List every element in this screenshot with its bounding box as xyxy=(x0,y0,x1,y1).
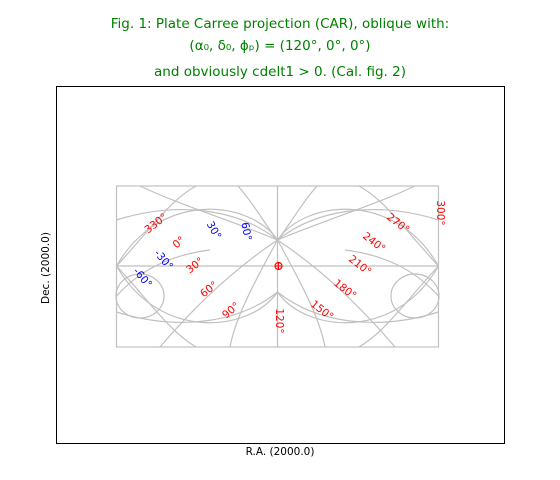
grid-curve xyxy=(115,208,278,267)
grid-curve xyxy=(116,265,197,348)
grid-curve xyxy=(358,265,439,348)
grid-curve xyxy=(277,208,440,267)
title-line-2: (α₀, δ₀, ϕₚ) = (120°, 0°, 0°) xyxy=(189,38,371,54)
grid-curve xyxy=(277,185,318,241)
graticule xyxy=(115,185,440,348)
grid-curve xyxy=(116,249,211,297)
projection-center-marker xyxy=(274,261,283,271)
longitude-label: 30° xyxy=(184,255,206,276)
longitude-label: 330° xyxy=(142,211,169,236)
grid-curve xyxy=(115,265,278,324)
grid-loop xyxy=(115,273,165,319)
grid-curve xyxy=(237,185,278,241)
longitude-label: 240° xyxy=(360,230,387,255)
axes-frame xyxy=(56,86,505,444)
grid-curve xyxy=(277,265,440,324)
grid-curve xyxy=(116,208,278,241)
grid-loop xyxy=(390,273,440,319)
latitude-label: 60° xyxy=(238,221,253,241)
longitude-label: 300° xyxy=(434,200,446,225)
longitude-label: 0° xyxy=(171,234,188,251)
grid-curve xyxy=(159,239,278,348)
grid-curve xyxy=(277,239,396,348)
longitude-label: 120° xyxy=(273,308,285,333)
grid-curve xyxy=(139,185,278,241)
latitude-label: -30° xyxy=(152,248,176,273)
x-axis-label: R.A. (2000.0) xyxy=(245,446,315,458)
grid-curve xyxy=(116,185,197,267)
latitude-label: 30° xyxy=(204,219,224,241)
grid-curve xyxy=(344,249,439,297)
longitude-label: 270° xyxy=(384,211,411,236)
grid-curve xyxy=(277,185,416,241)
title-line-3: and obviously cdelt1 > 0. (Cal. fig. 2) xyxy=(154,64,406,80)
grid-curve xyxy=(277,208,439,241)
longitude-label: 60° xyxy=(198,279,220,300)
y-axis-label: Dec. (2000.0) xyxy=(40,232,52,304)
longitude-label: 210° xyxy=(346,253,373,278)
title-line-1: Fig. 1: Plate Carree projection (CAR), o… xyxy=(110,16,450,32)
grid-curve xyxy=(229,239,279,348)
grid-curve xyxy=(358,185,439,267)
longitude-label: 180° xyxy=(331,277,358,302)
grid-curve xyxy=(276,239,326,348)
